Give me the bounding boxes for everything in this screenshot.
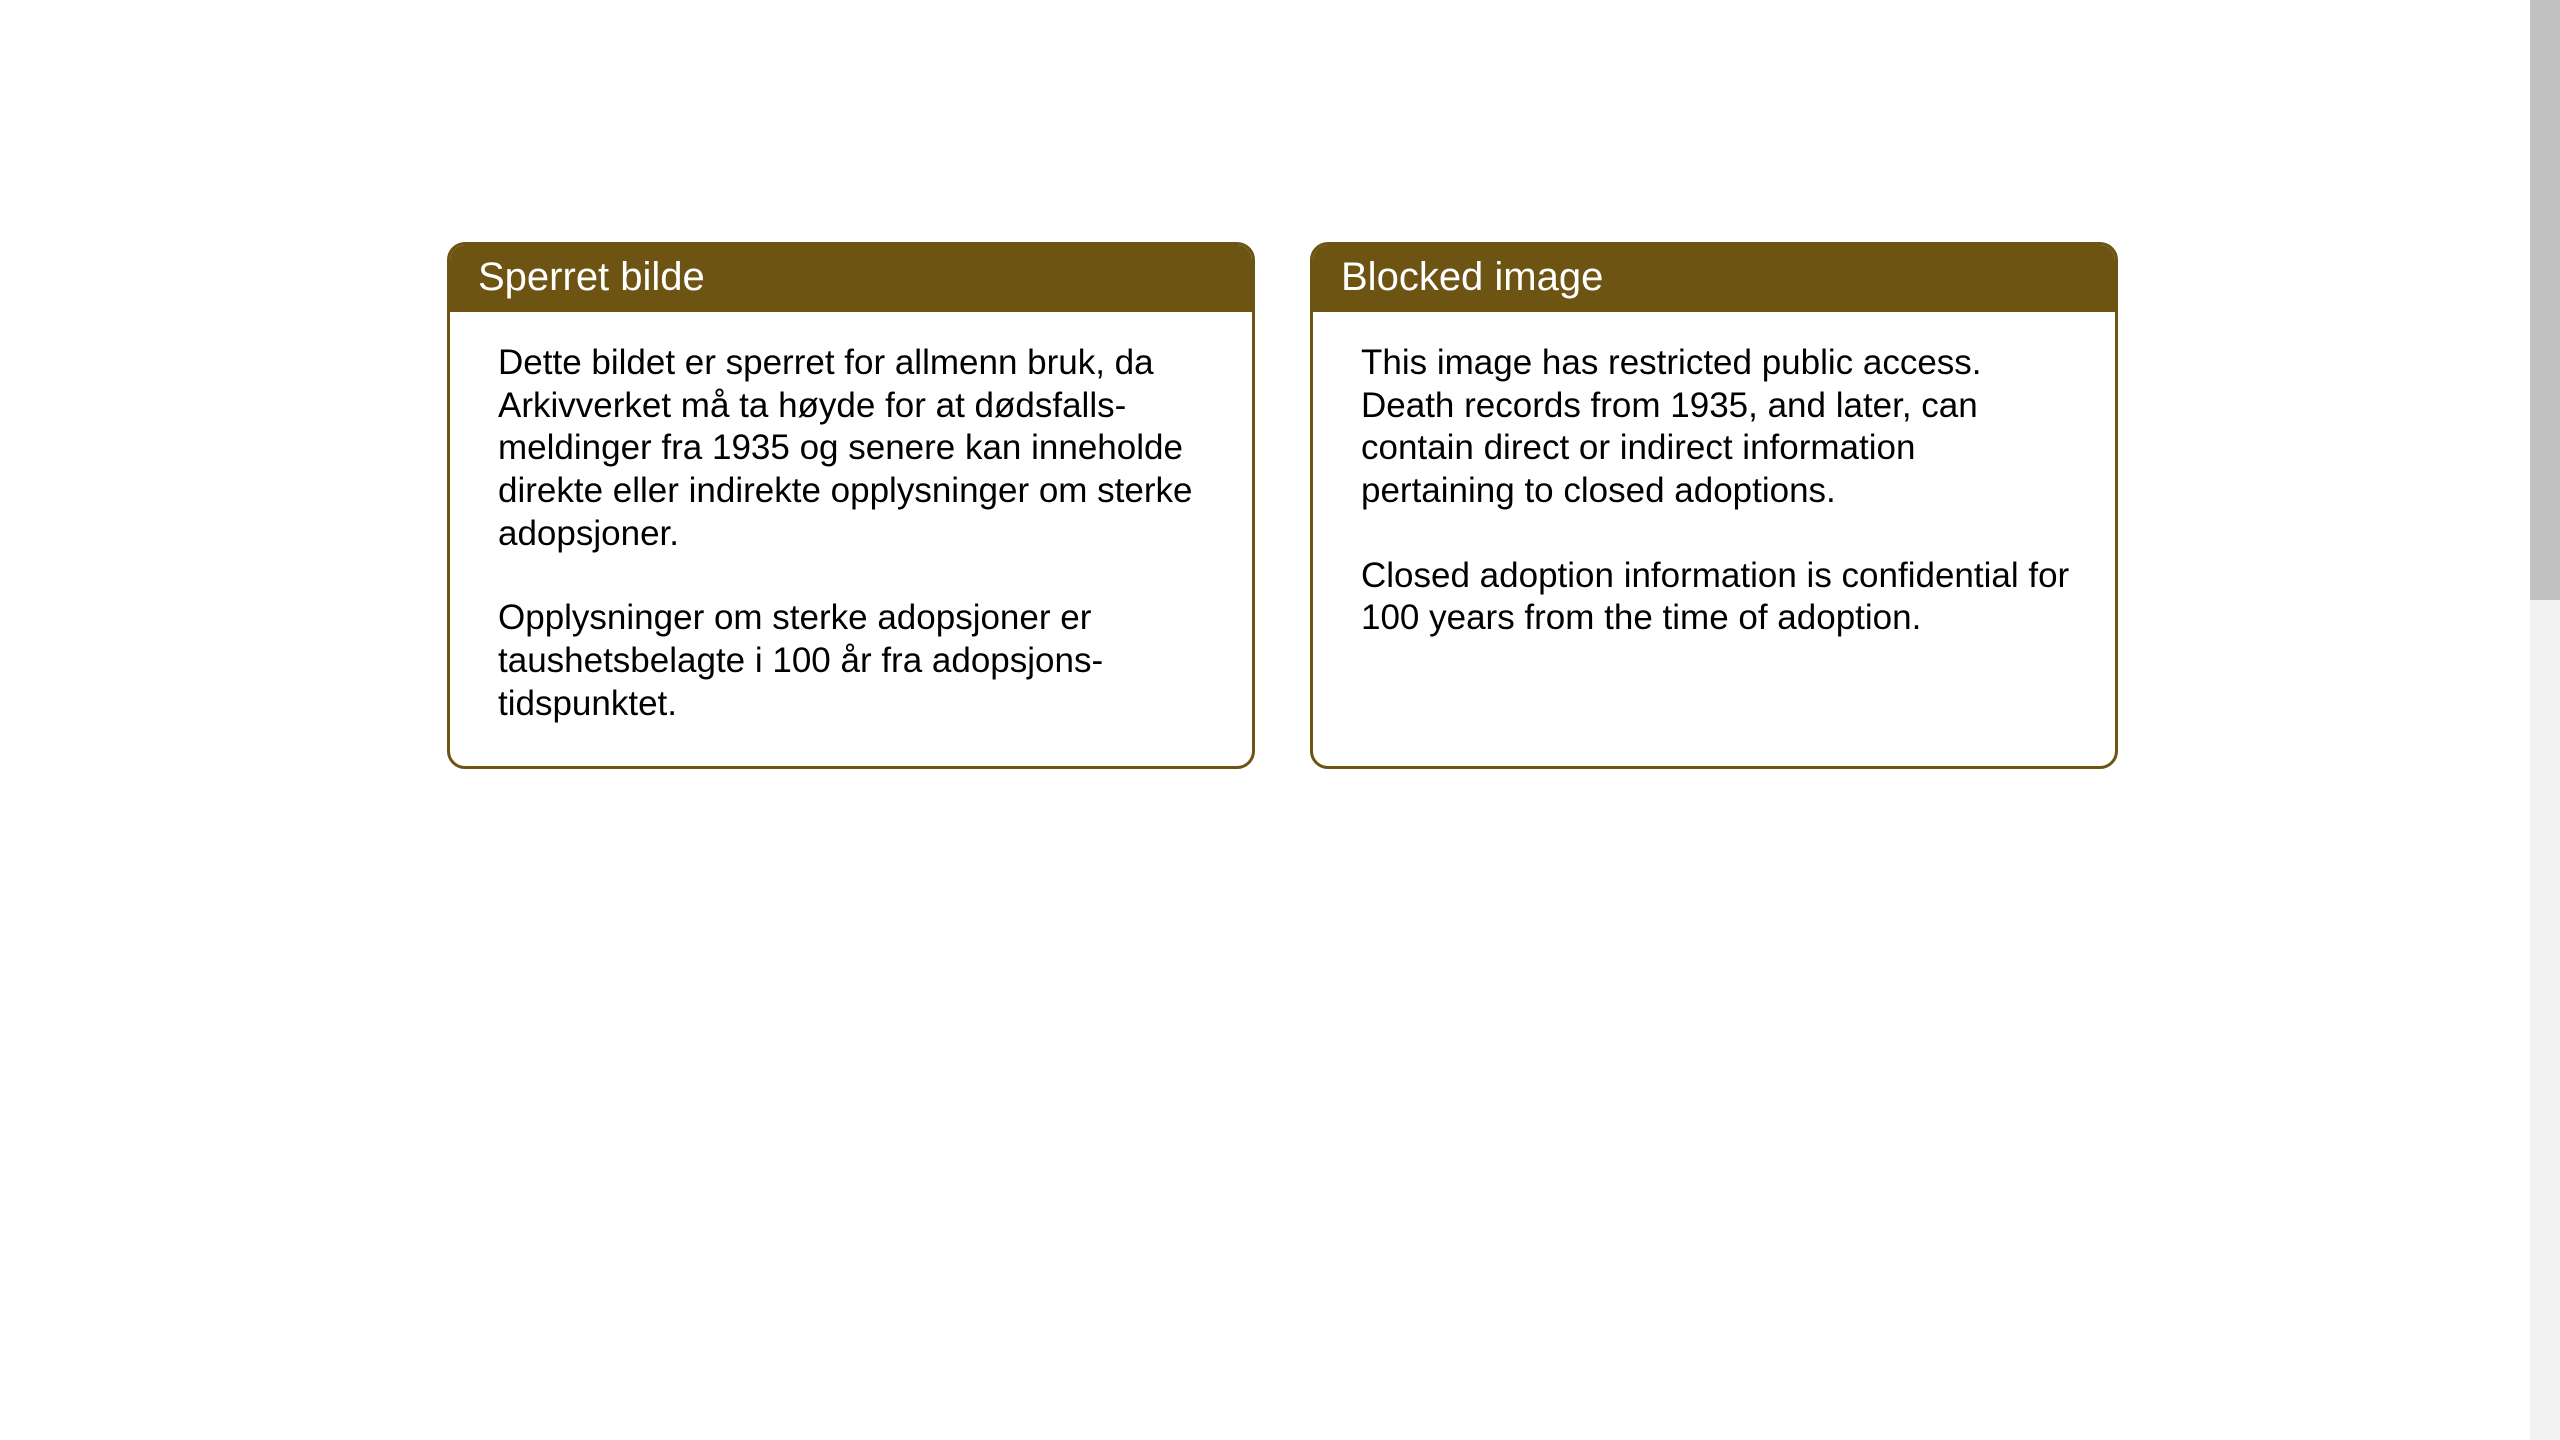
card-paragraph1-english: This image has restricted public access.… [1361, 342, 2075, 513]
scrollbar-thumb[interactable] [2530, 0, 2560, 600]
card-header-english: Blocked image [1313, 245, 2115, 312]
card-header-norwegian: Sperret bilde [450, 245, 1252, 312]
card-body-norwegian: Dette bildet er sperret for allmenn bruk… [450, 312, 1252, 766]
cards-container: Sperret bilde Dette bildet er sperret fo… [447, 242, 2118, 769]
card-paragraph2-norwegian: Opplysninger om sterke adopsjoner er tau… [498, 597, 1212, 725]
card-norwegian: Sperret bilde Dette bildet er sperret fo… [447, 242, 1255, 769]
card-english: Blocked image This image has restricted … [1310, 242, 2118, 769]
card-title-english: Blocked image [1341, 255, 1603, 299]
card-title-norwegian: Sperret bilde [478, 255, 705, 299]
card-paragraph2-english: Closed adoption information is confident… [1361, 555, 2075, 640]
card-body-english: This image has restricted public access.… [1313, 312, 2115, 680]
vertical-scrollbar[interactable] [2530, 0, 2560, 1440]
card-paragraph1-norwegian: Dette bildet er sperret for allmenn bruk… [498, 342, 1212, 555]
